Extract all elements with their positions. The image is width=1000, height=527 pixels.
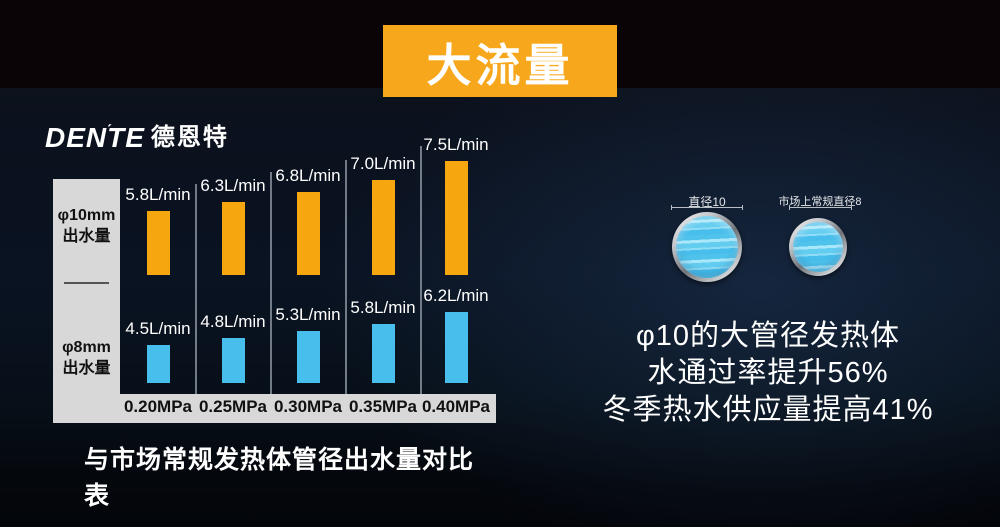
brand-logo: DENTE ˊ 德恩特	[45, 121, 229, 153]
bar-phi10	[146, 211, 170, 275]
pipe-small-image	[789, 218, 847, 276]
bar-phi10	[444, 161, 468, 275]
row-axis-divider	[64, 282, 109, 284]
bar-phi8	[296, 331, 320, 383]
bar-phi8	[146, 345, 170, 383]
pipe-large-water-texture	[676, 216, 738, 278]
bar-value-label-phi8: 6.2L/min	[423, 286, 489, 305]
bar-value-label-phi10: 7.0L/min	[350, 154, 416, 173]
bar-phi8	[371, 324, 395, 383]
row-label-phi8-line1: φ8mm	[62, 339, 111, 356]
row-label-phi8-line2: 出水量	[62, 360, 111, 377]
chart-caption: 与市场常规发热体管径出水量对比表	[84, 446, 475, 510]
bar-phi10	[221, 202, 245, 275]
bar-value-label-phi8: 5.8L/min	[350, 298, 416, 317]
x-axis-tick-label: 0.30MPa	[273, 397, 343, 416]
bar-phi8	[444, 312, 468, 383]
x-axis-tick-label: 0.20MPa	[123, 397, 193, 416]
bar-value-label-phi10: 6.3L/min	[200, 176, 266, 195]
column-divider-line	[420, 146, 422, 394]
column-divider-line	[195, 184, 197, 394]
title-banner: 大流量	[383, 25, 617, 97]
bar-phi10	[296, 192, 320, 275]
column-divider-line	[345, 160, 347, 394]
pipe-small-dimension-line	[789, 205, 852, 210]
logo-accent-mark: ˊ	[106, 123, 114, 140]
bar-phi10	[371, 180, 395, 275]
x-axis-tick-label: 0.35MPa	[348, 397, 418, 416]
bar-value-label-phi10: 5.8L/min	[125, 185, 191, 204]
bar-value-label-phi8: 5.3L/min	[275, 305, 341, 324]
pipe-small-label: 市场上常规直径8	[778, 196, 862, 208]
benefit-line-3: 冬季热水供应量提高41%	[602, 394, 934, 426]
chart-x-axis-strip	[120, 394, 496, 423]
bar-value-label-phi10: 6.8L/min	[275, 166, 341, 185]
benefit-line-1: φ10的大管径发热体	[635, 320, 901, 352]
pipe-small-water-texture	[793, 222, 843, 272]
column-divider-line	[270, 172, 272, 394]
pipe-large-label: 直径10	[688, 195, 726, 209]
page-title: 大流量	[426, 39, 574, 91]
bar-value-label-phi10: 7.5L/min	[423, 135, 489, 154]
brand-logo-en: DENTE ˊ	[45, 122, 145, 153]
bar-phi8	[221, 338, 245, 383]
chart-row-axis: φ10mm 出水量 φ8mm 出水量	[53, 179, 120, 423]
brand-logo-cn: 德恩特	[150, 124, 229, 151]
row-label-phi8: φ8mm 出水量	[53, 337, 120, 379]
x-axis-tick-label: 0.25MPa	[198, 397, 268, 416]
pipe-large-dimension-line	[671, 205, 743, 210]
row-label-phi10-line1: φ10mm	[57, 207, 116, 224]
x-axis-tick-label: 0.40MPa	[421, 397, 491, 416]
bar-value-label-phi8: 4.8L/min	[200, 312, 266, 331]
row-label-phi10: φ10mm 出水量	[53, 205, 120, 247]
bar-value-label-phi8: 4.5L/min	[125, 319, 191, 338]
pipe-large-image	[672, 212, 742, 282]
row-label-phi10-line2: 出水量	[62, 228, 111, 245]
benefit-text-block: φ10的大管径发热体 水通过率提升56% 冬季热水供应量提高41%	[553, 318, 983, 429]
benefit-line-2: 水通过率提升56%	[647, 357, 889, 389]
brand-wordmark: DENTE	[45, 122, 145, 153]
